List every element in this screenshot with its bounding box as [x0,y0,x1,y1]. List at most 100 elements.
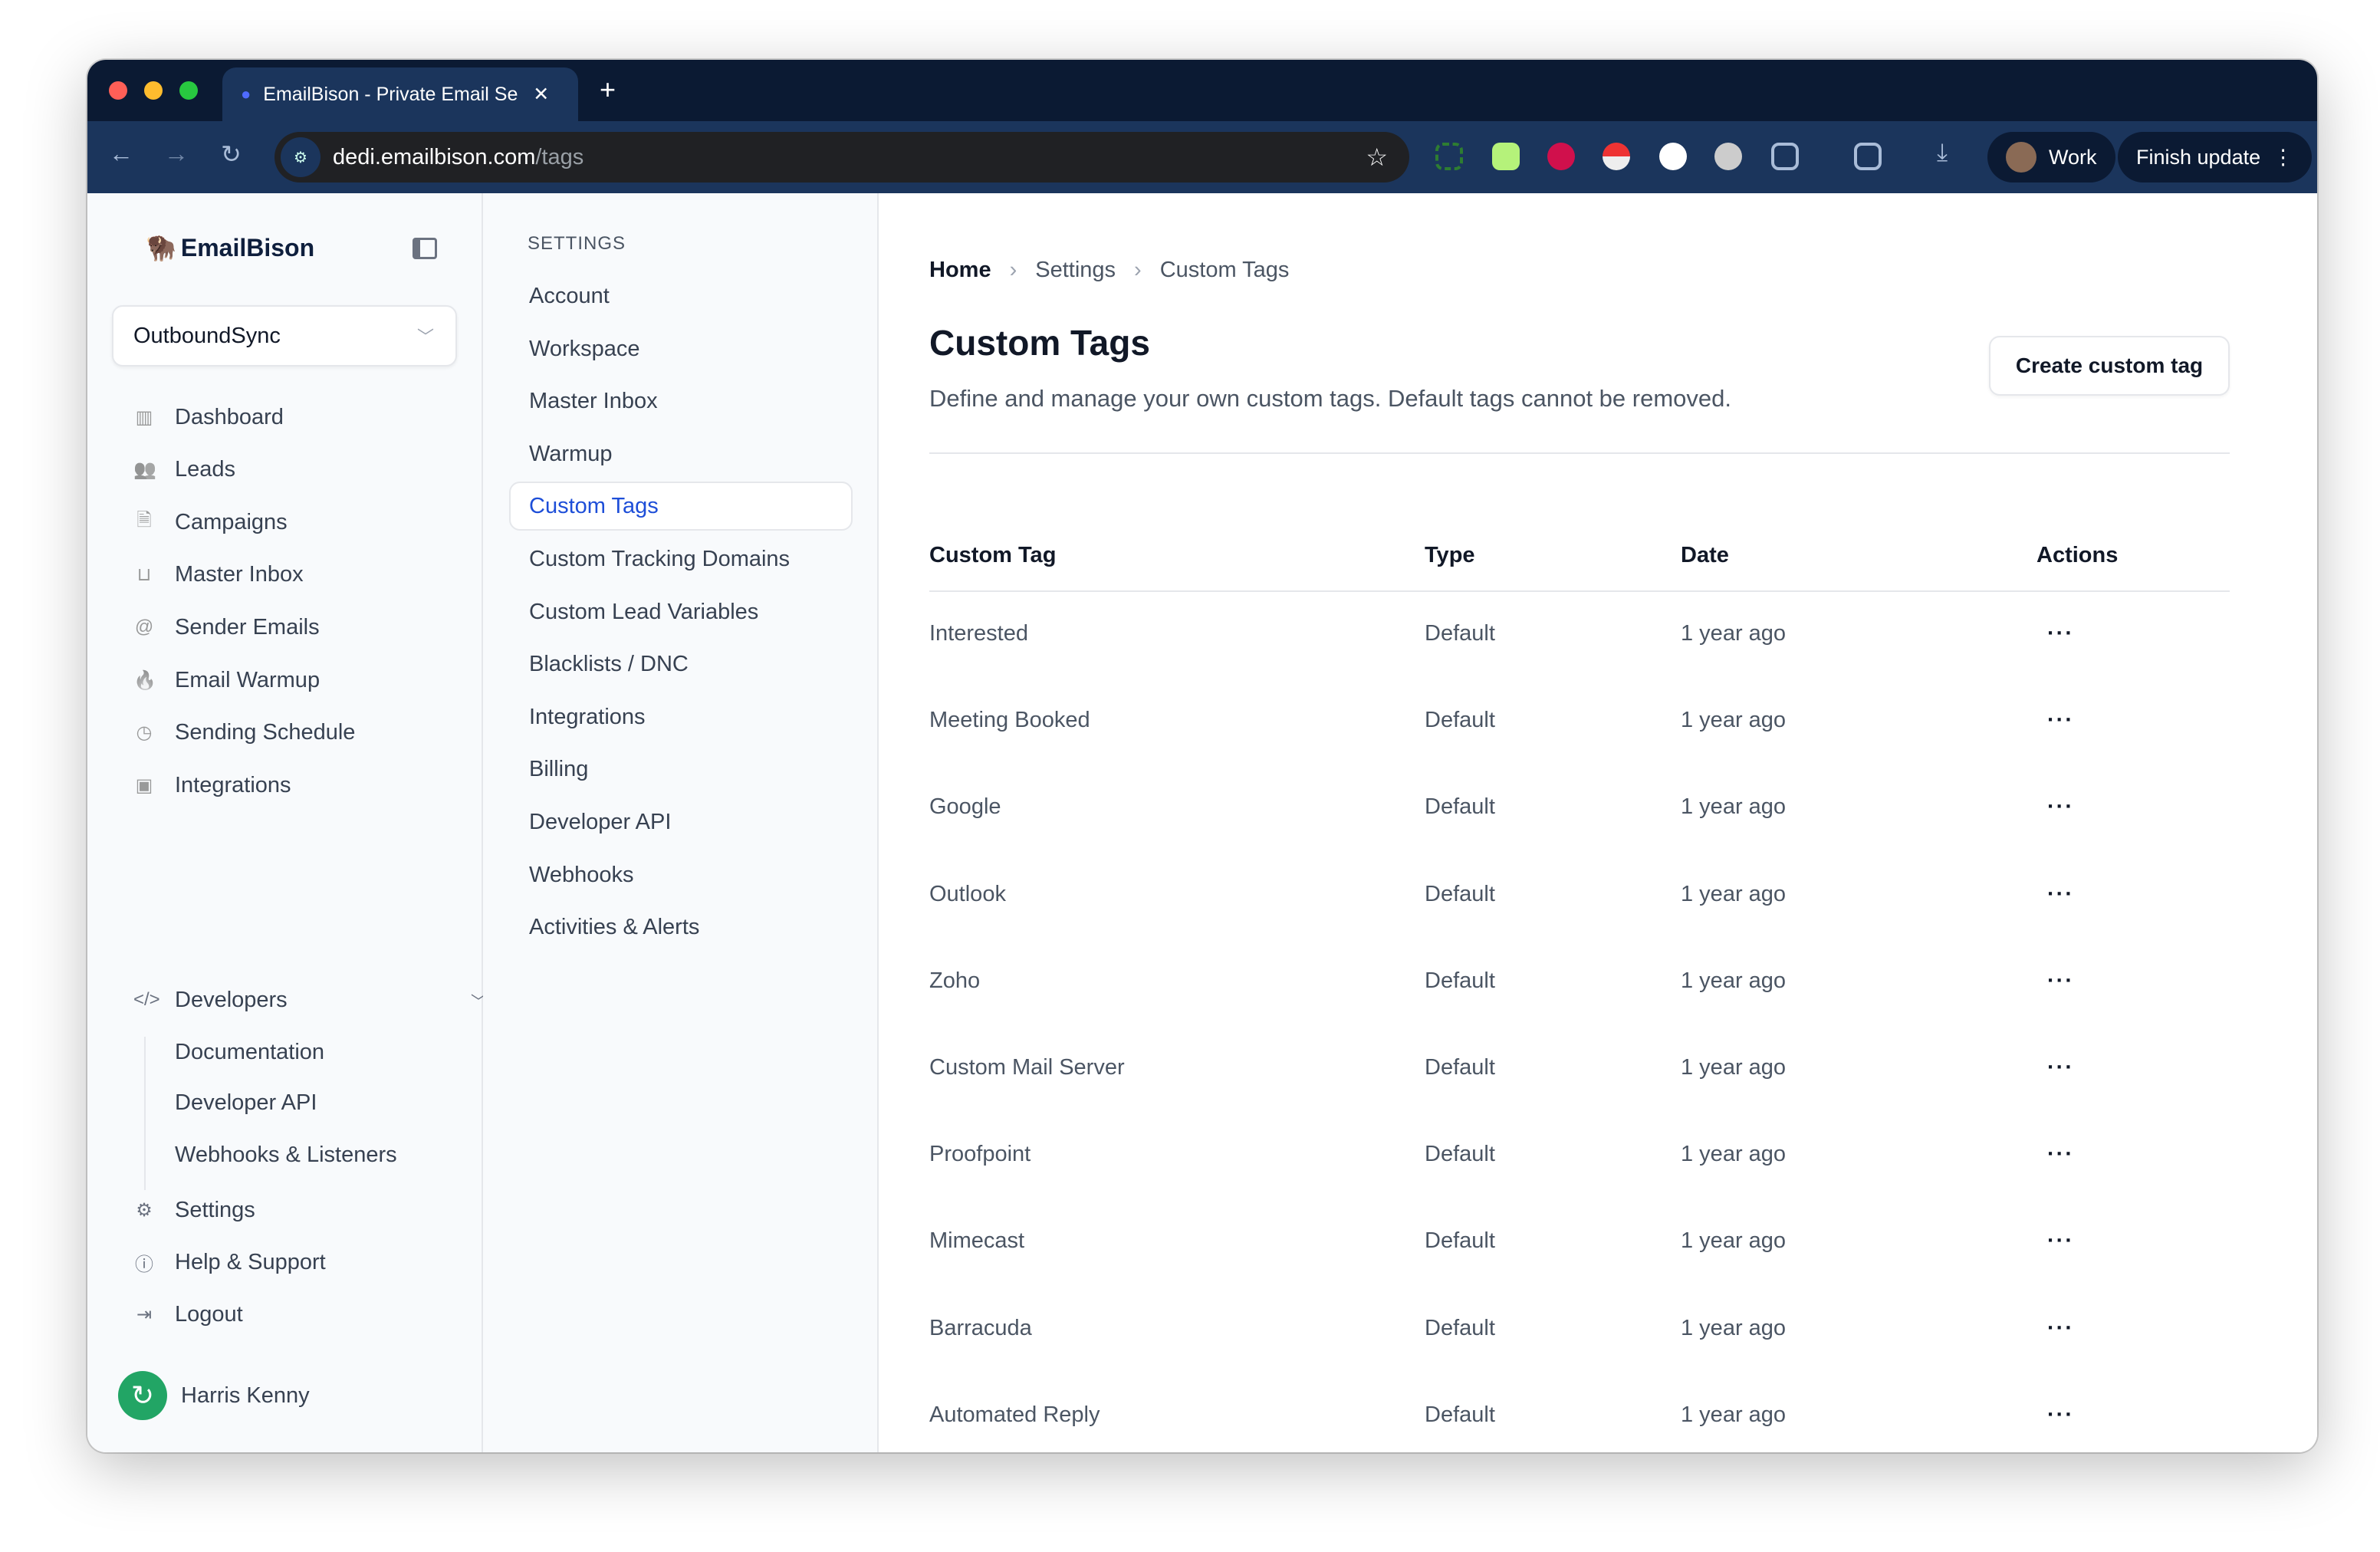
collapse-sidebar-icon[interactable] [413,238,437,259]
sidebar-item-settings[interactable]: ⚙ Settings [133,1195,255,1225]
sidebar-item-leads[interactable]: 👥 Leads [133,457,236,482]
download-icon[interactable]: ⤓ [1937,138,1948,166]
gray-extension-icon[interactable] [1714,143,1742,170]
more-actions-icon[interactable]: ··· [2047,968,2074,993]
tag-date: 1 year ago [1681,794,1787,820]
forward-icon[interactable]: → [164,140,189,167]
sidebar-item-webhooks-listeners[interactable]: Webhooks & Listeners [175,1143,397,1167]
sidebar: 🦬 EmailBison OutboundSync ﹀ ▥ Dashboard 👥 Lea… [87,193,486,1452]
column-header-date: Date [1681,543,1729,567]
white-extension-icon[interactable] [1659,143,1687,170]
maximize-window-button[interactable] [179,81,198,100]
more-actions-icon[interactable]: ··· [2047,708,2074,733]
info-icon: ⓘ [135,1254,153,1275]
red-drop-extension-icon[interactable] [1547,143,1575,170]
close-window-button[interactable] [109,81,127,100]
bison-logo-icon: 🦬 [146,234,176,261]
user-profile[interactable]: ↻ Harris Kenny [118,1371,310,1420]
browser-tab[interactable]: ● EmailBison - Private Email Se ✕ [222,67,578,121]
tag-type: Default [1425,1055,1495,1080]
screenshot-extension-icon[interactable] [1435,143,1463,170]
workspace-select[interactable]: OutboundSync ﹀ [112,305,457,367]
profile-button[interactable]: Work [1987,132,2115,182]
chevron-right-icon: › [1134,258,1142,282]
sidebar-item-master-inbox[interactable]: ⊔ Master Inbox [133,560,304,590]
more-actions-icon[interactable]: ··· [2047,881,2074,906]
settings-item-billing[interactable]: Billing [529,757,589,782]
sidebar-item-email-warmup[interactable]: 🔥 Email Warmup [133,667,321,692]
sidebar-item-documentation[interactable]: Documentation [175,1040,325,1064]
settings-item-custom-tags[interactable]: Custom Tags [509,482,853,531]
green-extension-icon[interactable] [1492,143,1520,170]
chip-icon: ▣ [135,774,153,796]
at-icon: @ [134,617,154,638]
extensions-puzzle-icon[interactable] [1771,143,1799,170]
kebab-menu-icon: ⋮ [2273,145,2294,169]
table-row: Outlook Default 1 year ago ··· [879,882,2317,912]
sidebar-item-developers[interactable]: </> Developers ﹀ [133,987,486,1012]
more-actions-icon[interactable]: ··· [2047,1315,2074,1340]
clock-icon: ◷ [136,722,153,744]
breadcrumb-home[interactable]: Home [929,258,991,282]
sidebar-item-sending-schedule[interactable]: ◷ Sending Schedule [133,718,356,748]
sidebar-item-campaigns[interactable]: 🗎 Campaigns [133,507,287,538]
settings-nav: SETTINGS Account Workspace Master Inbox War… [483,193,879,1452]
reload-icon[interactable]: ↻ [221,140,242,168]
back-icon[interactable]: ← [109,140,133,167]
pokeball-extension-icon[interactable] [1603,143,1630,170]
bookmark-star-icon[interactable]: ☆ [1366,143,1388,171]
header-divider [929,590,2230,592]
sidebar-item-sender-emails[interactable]: @ Sender Emails [134,614,320,640]
tag-type: Default [1425,1315,1495,1340]
close-tab-icon[interactable]: ✕ [533,84,550,105]
tab-search-icon[interactable] [1854,143,1882,170]
bison-favicon-icon: ● [241,84,251,104]
flame-icon: 🔥 [133,669,156,691]
table-row: Google Default 1 year ago ··· [879,794,2317,825]
sidebar-item-developer-api[interactable]: Developer API [175,1090,317,1115]
settings-item-warmup[interactable]: Warmup [529,441,613,466]
settings-item-activities-alerts[interactable]: Activities & Alerts [529,915,700,940]
browser-toolbar: ← → ↻ ⚙ dedi.emailbison.com/tags ☆ ⤓ Wor… [87,121,2317,193]
more-actions-icon[interactable]: ··· [2047,1228,2074,1254]
finish-update-button[interactable]: Finish update ⋮ [2118,132,2313,182]
page-description: Define and manage your own custom tags. … [929,385,1731,412]
site-settings-icon[interactable]: ⚙ [281,137,321,177]
new-tab-button[interactable]: + [600,74,616,105]
settings-item-blacklists-dnc[interactable]: Blacklists / DNC [529,652,689,677]
tag-type: Default [1425,1228,1495,1254]
breadcrumb-settings[interactable]: Settings [1035,258,1116,282]
settings-item-master-inbox[interactable]: Master Inbox [529,389,658,414]
settings-item-integrations[interactable]: Integrations [529,704,646,729]
tag-date: 1 year ago [1681,968,1787,993]
more-actions-icon[interactable]: ··· [2047,1055,2074,1080]
logo[interactable]: 🦬 EmailBison [146,233,315,262]
column-header-custom-tag: Custom Tag [929,543,1057,567]
more-actions-icon[interactable]: ··· [2047,621,2074,646]
table-row: Meeting Booked Default 1 year ago ··· [879,708,2317,738]
settings-item-custom-tracking-domains[interactable]: Custom Tracking Domains [529,547,791,571]
settings-item-workspace[interactable]: Workspace [529,336,640,361]
table-row: Mimecast Default 1 year ago ··· [879,1228,2317,1259]
sidebar-item-help-support[interactable]: ⓘ Help & Support [135,1249,326,1275]
minimize-window-button[interactable] [144,81,163,100]
more-actions-icon[interactable]: ··· [2047,1142,2074,1167]
more-actions-icon[interactable]: ··· [2047,1402,2074,1427]
tag-date: 1 year ago [1681,708,1787,733]
settings-item-account[interactable]: Account [529,284,610,308]
create-custom-tag-button[interactable]: Create custom tag [1989,336,2230,396]
sidebar-item-integrations[interactable]: ▣ Integrations [133,770,291,801]
settings-item-custom-lead-variables[interactable]: Custom Lead Variables [529,599,759,624]
more-actions-icon[interactable]: ··· [2047,794,2074,820]
users-icon: 👥 [133,459,156,481]
divider [929,452,2230,454]
address-bar[interactable]: ⚙ dedi.emailbison.com/tags ☆ [274,132,1409,182]
settings-item-webhooks[interactable]: Webhooks [529,862,634,887]
tag-name: Automated Reply [929,1402,1100,1427]
tag-name: Meeting Booked [929,708,1090,733]
sidebar-item-dashboard[interactable]: ▥ Dashboard [133,402,284,432]
settings-item-developer-api[interactable]: Developer API [529,810,672,834]
gear-icon: ⚙ [136,1199,153,1221]
tag-name: Custom Mail Server [929,1055,1125,1080]
sidebar-item-logout[interactable]: ⇥ Logout [133,1299,243,1330]
